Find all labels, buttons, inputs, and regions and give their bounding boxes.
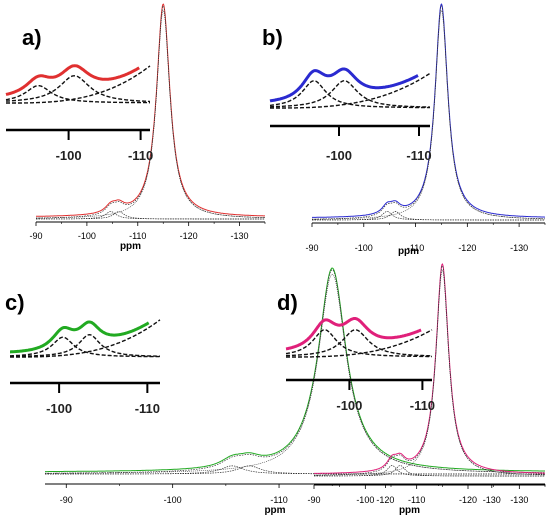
x-tick-label: -90 [60,495,73,505]
fit-line [312,5,545,220]
panel-a: a) -90 -100 -110 -120 -130 ppm -100 -110 [5,3,266,252]
fit-line [36,5,265,219]
inset-component-line [270,80,430,108]
x-axis-title: ppm [399,505,420,516]
panel-d: d) -90 -100 -110 -120 -130 ppm -100 -110 [277,263,546,516]
spectrum-line [45,267,545,473]
minor-component-line [45,465,545,475]
panel-b: b) -90 -100 -110 -120 -130 ppm -100 -110 [262,3,546,257]
inset-tick-label: -100 [326,148,352,163]
fit-line [45,269,545,474]
inset-component-line [285,329,432,358]
x-axis-title: ppm [398,246,419,257]
x-tick-label: -100 [356,495,374,505]
main-component-line [312,9,545,220]
inset-tail-line [10,319,161,358]
inset-tick-label: -110 [128,148,153,163]
panel-label: c) [5,290,25,315]
inset-tick-label: -100 [56,148,82,163]
minor-component-line [45,465,545,475]
minor-component-line [314,465,545,477]
spectrum-line [312,3,545,218]
inset-spectrum-line [5,64,140,96]
inset-spectrum-line [285,317,422,351]
minor-component-line [312,211,545,221]
x-tick-label: -100 [164,495,182,505]
x-tick-label: -110 [407,243,424,253]
main-component-line [45,273,545,474]
panel-label: d) [277,290,298,315]
inset-tick-label: -110 [410,398,435,413]
inset-tick-label: -100 [46,401,72,416]
panel-label: a) [22,25,42,50]
x-axis-title: ppm [264,505,285,516]
panel-label: b) [262,25,283,50]
inset-component-line [6,75,150,103]
inset-tick-label: -110 [135,401,160,416]
panel-c: c) -90 -100 -110 -120 -130 ppm -100 -110 [5,267,546,516]
inset-component-line [5,85,150,104]
x-tick-label: -130 [510,243,528,253]
x-tick-label: -110 [408,495,425,505]
x-tick-label: -130 [510,495,528,505]
x-tick-label: -120 [376,495,394,505]
main-component-line [36,9,265,219]
x-tick-label: -90 [305,243,318,253]
x-tick-label: -120 [459,495,477,505]
minor-component-line [36,211,265,220]
x-tick-label: -100 [78,231,96,241]
inset-spectrum-line [269,67,419,103]
inset-tick-label: -110 [406,148,431,163]
x-tick-label: -130 [231,231,249,241]
inset-spectrum-line [10,320,150,354]
inset-tick-label: -100 [336,398,362,413]
inset-tail-line [270,72,431,109]
x-tick-label: -110 [129,231,146,241]
x-tick-label: -110 [270,495,287,505]
spectrum-line [36,3,265,217]
inset-component-line [10,336,160,358]
x-tick-label: -90 [307,495,320,505]
inset-tail-line [286,329,433,358]
x-tick-label: -130 [483,495,501,505]
inset-component-line [286,329,433,357]
x-tick-label: -120 [458,243,476,253]
x-tick-label: -90 [29,231,42,241]
x-axis-title: ppm [120,241,141,252]
main-component-line [314,269,545,476]
inset-tail-line [6,65,151,104]
x-tick-label: -100 [355,243,373,253]
inset-component-line [10,333,160,358]
x-tick-label: -120 [180,231,198,241]
